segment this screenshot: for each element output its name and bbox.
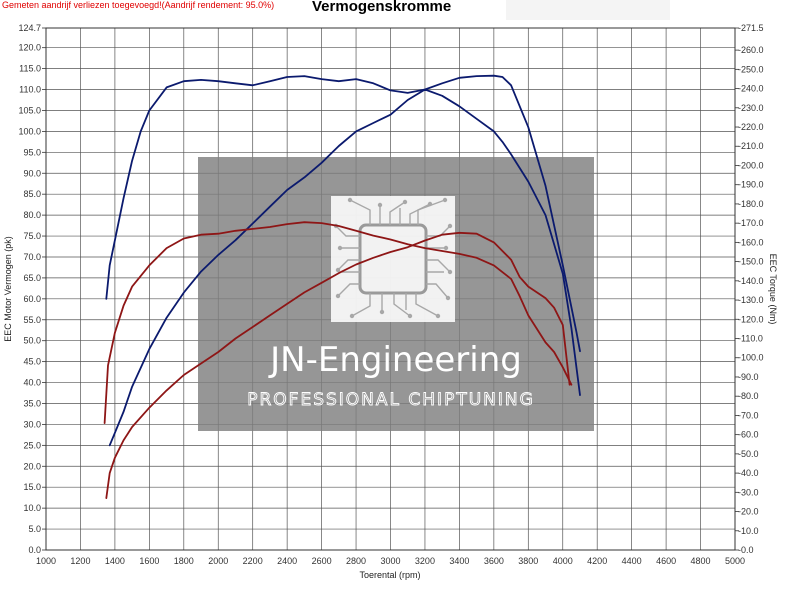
plot-frame [45, 27, 736, 551]
y-left-tick-label: 45.0 [23, 357, 41, 367]
y-left-tick-label: 80.0 [23, 210, 41, 220]
x-axis-label: Toerental (rpm) [359, 570, 420, 580]
y-left-tick-label: 35.0 [23, 398, 41, 408]
y-left-tick-label: 65.0 [23, 273, 41, 283]
x-tick-label: 2800 [346, 556, 366, 566]
y-left-tick-label: 75.0 [23, 231, 41, 241]
watermark: JN-Engineering PROFESSIONAL CHIPTUNING [198, 157, 594, 431]
y-right-tick-label: -120.0 [738, 314, 764, 324]
y-right-tick-label: -40.0 [738, 468, 759, 478]
y-left-tick-label: 90.0 [23, 168, 41, 178]
y-left-tick-label: 115.0 [19, 64, 41, 74]
y-right-tick-label: -220.0 [738, 122, 764, 132]
y-right-tick-label: -240.0 [738, 84, 764, 94]
y-right-tick-label: -100.0 [738, 353, 764, 363]
torque-line-4 [105, 231, 571, 500]
x-tick-label: 1000 [36, 556, 56, 566]
y-right-tick-label: -140.0 [738, 276, 764, 286]
x-tick-label: 1800 [174, 556, 194, 566]
x-tick-label: 3200 [415, 556, 435, 566]
chip-logo [331, 196, 455, 322]
y-right-tick-label: -0.0 [738, 545, 754, 555]
power-line-2 [108, 88, 581, 447]
x-tick-label: 1200 [70, 556, 90, 566]
axes: 1000 1200 1400 1600 1800 2000 2200 2400 2600 2800… [18, 23, 763, 566]
y-right-tick-label: -30.0 [738, 487, 759, 497]
x-tick-label: 5000 [725, 556, 745, 566]
x-tick-label: 1600 [139, 556, 159, 566]
y-left-tick-label: 15.0 [23, 482, 41, 492]
y-right-tick-label: -190.0 [738, 180, 764, 190]
y-right-tick-label: -260.0 [738, 45, 764, 55]
y-left-tick-label: 0.0 [28, 545, 41, 555]
y-left-tick-label: 50.0 [23, 336, 41, 346]
y-right-tick-label: -230.0 [738, 103, 764, 113]
torque-line-3 [103, 221, 573, 425]
x-tick-label: 2600 [312, 556, 332, 566]
y-right-tick-label: -180.0 [738, 199, 764, 209]
y-right-tick-label: -271.5 [738, 23, 764, 33]
y-axis-left-label: EEC Motor Vermogen (pk) [3, 236, 13, 342]
y-right-tick-label: -20.0 [738, 507, 759, 517]
title-box [506, 0, 670, 20]
watermark-subtitle: PROFESSIONAL CHIPTUNING [247, 390, 535, 410]
y-right-tick-label: -160.0 [738, 237, 764, 247]
watermark-title: JN-Engineering [268, 340, 522, 380]
y-left-tick-label: 20.0 [23, 461, 41, 471]
y-right-tick-label: -50.0 [738, 449, 759, 459]
y-right-tick-label: -60.0 [738, 430, 759, 440]
y-right-tick-label: -170.0 [738, 218, 764, 228]
y-right-tick-label: -130.0 [738, 295, 764, 305]
y-left-tick-label: 70.0 [23, 252, 41, 262]
y-right-tick-label: -90.0 [738, 372, 759, 382]
y-left-tick-label: 100.0 [18, 126, 41, 136]
series [103, 74, 581, 500]
x-tick-label: 2000 [208, 556, 228, 566]
x-tick-label: 3000 [380, 556, 400, 566]
y-right-tick-label: -80.0 [738, 391, 759, 401]
y-left-tick-label: 95.0 [23, 147, 41, 157]
y-right-tick-label: -110.0 [738, 334, 763, 344]
x-tick-label: 3800 [518, 556, 538, 566]
y-right-tick-label: -210.0 [738, 141, 764, 151]
y-right-tick-label: -150.0 [738, 257, 764, 267]
y-right-tick-label: -70.0 [738, 410, 759, 420]
x-tick-label: 3600 [484, 556, 504, 566]
y-left-tick-label: 30.0 [23, 419, 41, 429]
x-tick-label: 2400 [277, 556, 297, 566]
y-left-tick-label: 120.0 [18, 43, 41, 53]
y-left-tick-label: 110.0 [19, 85, 41, 95]
y-left-tick-label: 25.0 [23, 440, 41, 450]
y-left-tick-label: 5.0 [28, 524, 41, 534]
drive-loss-notice: Gemeten aandrijf verliezen toegevoegd!(A… [2, 0, 275, 10]
y-right-tick-label: -250.0 [738, 64, 764, 74]
chart-title: Vermogenskromme [312, 0, 452, 15]
x-tick-label: 4600 [656, 556, 676, 566]
x-tick-label: 1400 [105, 556, 125, 566]
power-line-1 [105, 74, 581, 353]
y-left-tick-label: 10.0 [23, 503, 41, 513]
y-axis-right-label: EEC Torque (Nm) [768, 254, 778, 325]
y-left-tick-label: 85.0 [23, 189, 41, 199]
x-tick-label: 2200 [243, 556, 263, 566]
x-tick-label: 4200 [587, 556, 607, 566]
y-left-tick-label: 124.7 [18, 23, 41, 33]
y-left-tick-label: 55.0 [23, 315, 41, 325]
x-tick-label: 4400 [622, 556, 642, 566]
x-tick-label: 4800 [691, 556, 711, 566]
x-tick-label: 3400 [449, 556, 469, 566]
y-left-tick-label: 40.0 [23, 378, 41, 388]
y-left-tick-label: 60.0 [23, 294, 41, 304]
y-right-tick-label: -200.0 [738, 160, 764, 170]
y-right-tick-label: -10.0 [738, 526, 759, 536]
y-left-tick-label: 105.0 [18, 105, 41, 115]
x-tick-label: 4000 [553, 556, 573, 566]
